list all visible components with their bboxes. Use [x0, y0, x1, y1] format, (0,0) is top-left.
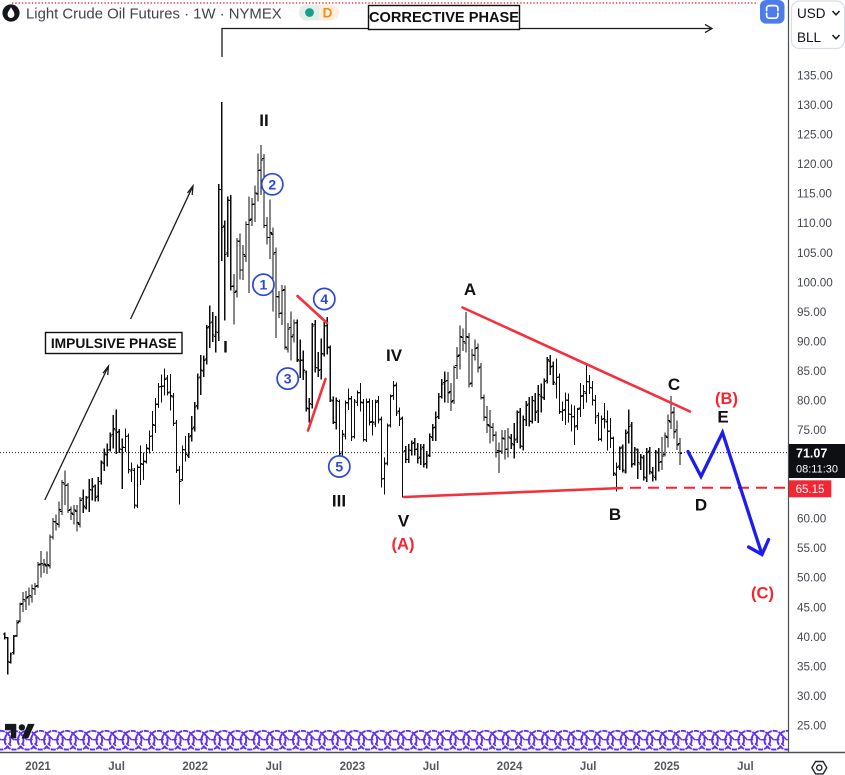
svg-text:B: B: [609, 505, 621, 524]
svg-text:(C): (C): [751, 585, 774, 603]
svg-text:130.00: 130.00: [797, 99, 833, 112]
svg-text:115.00: 115.00: [797, 188, 832, 201]
svg-text:2021: 2021: [25, 761, 51, 773]
svg-text:I: I: [223, 338, 228, 357]
svg-text:2024: 2024: [497, 761, 523, 773]
svg-text:80.00: 80.00: [797, 395, 827, 408]
svg-text:105.00: 105.00: [797, 247, 833, 260]
svg-text:CORRECTIVE PHASE: CORRECTIVE PHASE: [369, 10, 519, 26]
svg-text:II: II: [259, 111, 268, 130]
svg-text:Jul: Jul: [580, 761, 597, 773]
svg-text:2025: 2025: [654, 761, 680, 773]
svg-text:E: E: [717, 408, 728, 427]
svg-text:IV: IV: [386, 346, 403, 365]
svg-text:Jul: Jul: [108, 761, 125, 773]
svg-text:(B): (B): [715, 390, 738, 408]
svg-text:5: 5: [335, 459, 343, 475]
svg-text:50.00: 50.00: [797, 572, 827, 585]
svg-text:75.00: 75.00: [797, 424, 827, 437]
svg-text:USD: USD: [797, 6, 826, 21]
svg-text:90.00: 90.00: [797, 335, 827, 348]
svg-text:08:11:30: 08:11:30: [796, 464, 838, 476]
svg-text:Jul: Jul: [265, 761, 282, 773]
svg-text:45.00: 45.00: [797, 601, 827, 614]
svg-text:30.00: 30.00: [797, 690, 827, 703]
svg-text:D: D: [695, 496, 707, 515]
svg-text:95.00: 95.00: [797, 306, 827, 319]
svg-text:120.00: 120.00: [797, 158, 833, 171]
svg-text:2023: 2023: [340, 761, 366, 773]
svg-text:A: A: [464, 280, 476, 299]
svg-text:C: C: [668, 375, 680, 394]
svg-text:2: 2: [268, 176, 276, 192]
svg-text:III: III: [332, 492, 346, 511]
svg-text:65.15: 65.15: [796, 484, 825, 496]
svg-text:60.00: 60.00: [797, 513, 827, 526]
svg-text:Light Crude Oil Futures · 1W ·: Light Crude Oil Futures · 1W · NYMEX: [26, 6, 282, 22]
svg-text:Jul: Jul: [737, 761, 754, 773]
svg-text:(A): (A): [392, 536, 415, 554]
svg-text:1: 1: [260, 277, 268, 293]
svg-text:3: 3: [284, 371, 292, 387]
svg-text:110.00: 110.00: [797, 217, 832, 230]
svg-text:125.00: 125.00: [797, 129, 833, 142]
svg-text:55.00: 55.00: [797, 542, 827, 555]
svg-text:IMPULSIVE PHASE: IMPULSIVE PHASE: [51, 336, 177, 351]
svg-text:85.00: 85.00: [797, 365, 827, 378]
svg-text:2022: 2022: [182, 761, 208, 773]
svg-text:25.00: 25.00: [797, 720, 827, 733]
svg-text:71.07: 71.07: [796, 447, 827, 461]
svg-text:100.00: 100.00: [797, 276, 833, 289]
svg-text:V: V: [398, 512, 410, 531]
svg-text:35.00: 35.00: [797, 660, 827, 673]
svg-text:BLL: BLL: [797, 30, 822, 45]
svg-text:40.00: 40.00: [797, 631, 827, 644]
svg-text:4: 4: [320, 291, 328, 307]
svg-text:Jul: Jul: [423, 761, 440, 773]
svg-text:135.00: 135.00: [797, 70, 833, 83]
svg-text:D: D: [323, 6, 333, 21]
